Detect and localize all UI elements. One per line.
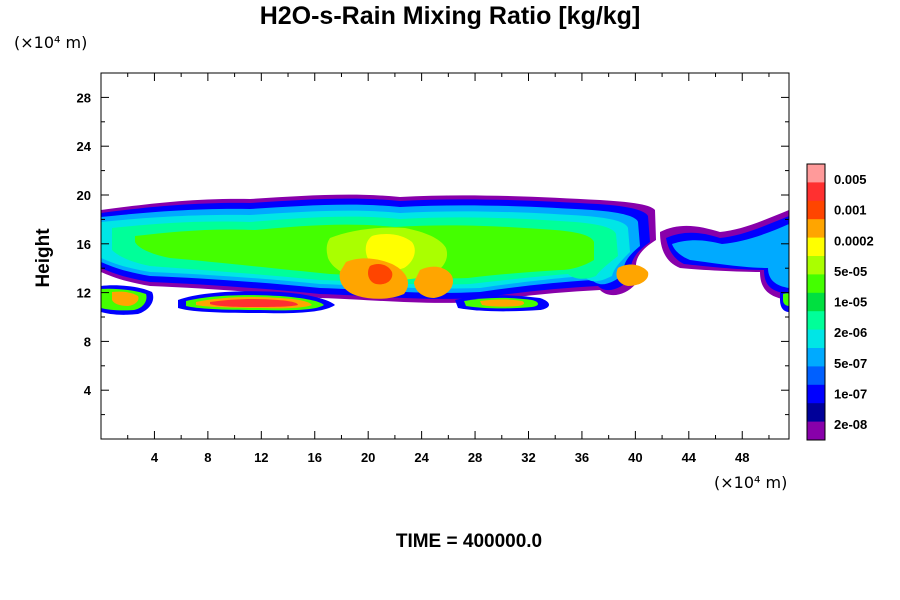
colorbar-swatch <box>807 256 825 275</box>
x-tick-label: 32 <box>521 450 535 465</box>
colorbar-swatch <box>807 366 825 386</box>
colorbar-frame <box>806 163 826 441</box>
colorbar-label: 2e-06 <box>834 325 867 340</box>
colorbar-swatch <box>807 164 825 183</box>
colorbar-swatch <box>807 348 825 367</box>
field-layer <box>101 194 789 315</box>
colorbar-swatch <box>807 200 825 220</box>
cloud-core-orange-3 <box>616 264 649 286</box>
colorbar-label: 1e-07 <box>834 386 867 401</box>
colorbar-swatch <box>807 274 825 294</box>
y-tick-label: 8 <box>84 334 91 349</box>
x-tick-label: 28 <box>468 450 482 465</box>
colorbar-label: 5e-07 <box>834 356 867 371</box>
colorbar: 0.005 0.001 0.0002 5e-05 1e-05 2e-06 5e-07 1e-0… <box>806 163 874 441</box>
chart-title: H2O-s-Rain Mixing Ratio [kg/kg] <box>259 2 641 30</box>
plot-frame <box>100 72 790 440</box>
cloud-core-red <box>368 264 393 285</box>
colorbar-label: 0.005 <box>834 172 867 187</box>
x-tick-label: 12 <box>254 450 268 465</box>
colorbar-swatch <box>807 403 825 423</box>
colorbar-swatch <box>807 384 825 404</box>
colorbar-swatch <box>807 311 825 331</box>
y-tick-label: 12 <box>77 286 91 301</box>
x-tick-label: 24 <box>414 450 429 465</box>
y-tick-label: 28 <box>77 90 91 105</box>
colorbar-swatch <box>807 182 825 202</box>
rain-left-edge-orange <box>112 291 139 306</box>
rain-band-red <box>210 298 298 307</box>
colorbar-swatch <box>807 237 825 257</box>
colorbar-label: 5e-05 <box>834 264 867 279</box>
colorbar-label: 2e-08 <box>834 417 867 432</box>
x-tick-label: 44 <box>682 450 697 465</box>
colorbar-label: 0.001 <box>834 203 867 218</box>
colorbar-swatch <box>807 219 825 239</box>
x-tick-label: 48 <box>735 450 749 465</box>
colorbar-label: 0.0002 <box>834 233 874 248</box>
x-tick-label: 4 <box>151 450 159 465</box>
colorbar-label: 1e-05 <box>834 295 867 310</box>
x-unit-label: (×10⁴ m) <box>714 473 788 492</box>
cloud-contour-5e-07-right <box>672 224 789 288</box>
y-tick-label: 24 <box>77 139 92 154</box>
rain-band-2-orange <box>480 299 525 307</box>
cloud-core-orange-2 <box>414 266 454 298</box>
y-tick-label: 20 <box>77 188 91 203</box>
colorbar-swatch <box>807 329 825 349</box>
x-tick-label: 36 <box>575 450 589 465</box>
x-tick-label: 20 <box>361 450 375 465</box>
x-tick-label: 40 <box>628 450 642 465</box>
y-tick-label: 16 <box>77 237 91 252</box>
x-tick-label: 8 <box>204 450 211 465</box>
rain-right-edge-green <box>783 293 789 306</box>
time-footer: TIME = 400000.0 <box>395 531 543 552</box>
colorbar-swatch <box>807 421 825 441</box>
colorbar-swatch <box>807 292 825 312</box>
x-tick-label: 16 <box>308 450 322 465</box>
y-tick-label: 4 <box>84 383 92 398</box>
y-unit-label: (×10⁴ m) <box>14 33 88 52</box>
